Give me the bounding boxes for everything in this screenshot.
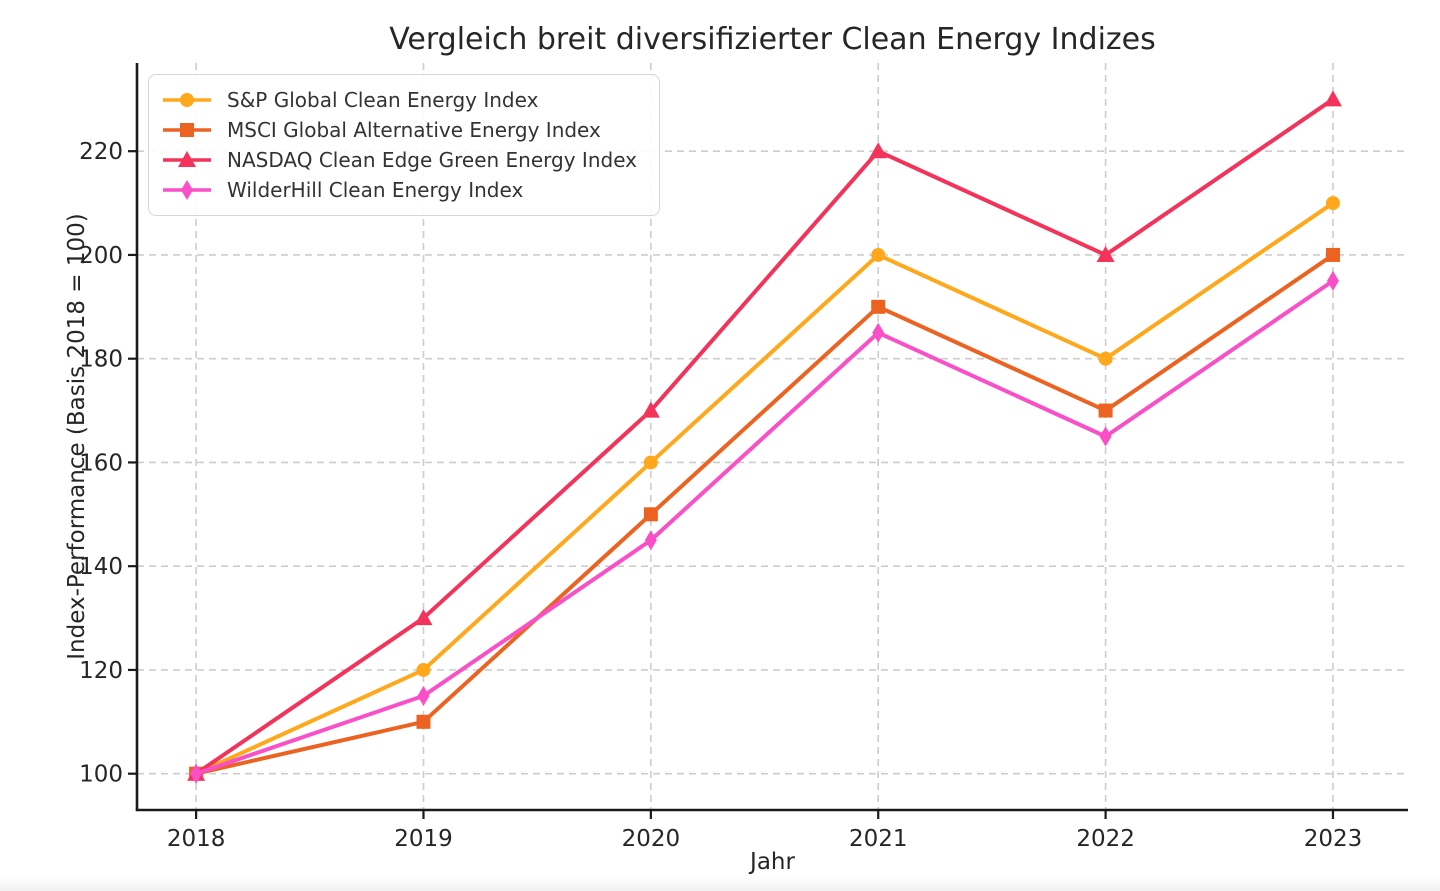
legend-sample-diamond-icon <box>163 180 211 200</box>
legend-label: MSCI Global Alternative Energy Index <box>227 118 601 142</box>
diamond-marker <box>1326 270 1339 291</box>
triangle-marker <box>178 151 196 167</box>
legend-item: NASDAQ Clean Edge Green Energy Index <box>161 145 637 175</box>
series-line-3 <box>194 278 1335 776</box>
x-tick-label: 2020 <box>622 826 681 852</box>
series-line-2 <box>194 97 1335 776</box>
square-marker <box>871 299 886 314</box>
circle-marker <box>871 247 886 262</box>
circle-marker <box>1098 351 1113 366</box>
triangle-marker <box>869 142 888 159</box>
y-tick-label: 120 <box>79 658 123 684</box>
legend-label: S&P Global Clean Energy Index <box>227 88 539 112</box>
legend-sample-square-icon <box>163 123 211 137</box>
y-tick-label: 200 <box>79 243 123 269</box>
x-tick-label: 2018 <box>167 826 226 852</box>
square-marker <box>643 507 658 522</box>
square-marker <box>1098 403 1113 418</box>
diamond-marker <box>1099 426 1112 447</box>
circle-marker <box>416 662 431 677</box>
x-tick-label: 2022 <box>1076 826 1135 852</box>
x-tick-label: 2021 <box>849 826 908 852</box>
x-axis-label: Jahr <box>750 849 795 875</box>
legend-item: S&P Global Clean Energy Index <box>161 85 637 115</box>
square-marker <box>416 714 431 729</box>
series-line-0 <box>194 201 1335 776</box>
square-marker <box>1325 247 1340 262</box>
circle-marker <box>643 455 658 470</box>
diamond-marker <box>417 685 430 706</box>
series-line-1 <box>194 252 1335 776</box>
diamond-marker <box>190 763 203 784</box>
chart-title: Vergleich breit diversifizierter Clean E… <box>389 22 1156 57</box>
diamond-marker <box>872 322 885 343</box>
y-tick-label: 180 <box>79 347 123 373</box>
diamond-marker <box>181 180 193 200</box>
triangle-marker <box>414 609 433 626</box>
square-marker <box>180 123 194 137</box>
circle-marker <box>1325 196 1340 211</box>
triangle-marker <box>1096 245 1115 262</box>
legend-label: NASDAQ Clean Edge Green Energy Index <box>227 148 637 172</box>
x-tick-label: 2023 <box>1304 826 1363 852</box>
y-tick-label: 100 <box>79 762 123 788</box>
circle-marker <box>180 93 194 107</box>
legend-item: WilderHill Clean Energy Index <box>161 175 637 205</box>
legend-item: MSCI Global Alternative Energy Index <box>161 115 637 145</box>
legend: S&P Global Clean Energy Index MSCI Global… <box>148 74 660 216</box>
triangle-marker <box>641 401 660 418</box>
y-axis-label: Index-Performance (Basis 2018 = 100) <box>64 213 90 660</box>
legend-label: WilderHill Clean Energy Index <box>227 178 524 202</box>
y-tick-label: 220 <box>79 139 123 165</box>
legend-sample-triangle-icon <box>163 151 211 167</box>
x-tick-label: 2019 <box>394 826 453 852</box>
legend-sample-circle-icon <box>163 93 211 107</box>
triangle-marker <box>1323 90 1342 107</box>
diamond-marker <box>644 530 657 551</box>
y-tick-label: 160 <box>79 450 123 476</box>
y-tick-label: 140 <box>79 554 123 580</box>
